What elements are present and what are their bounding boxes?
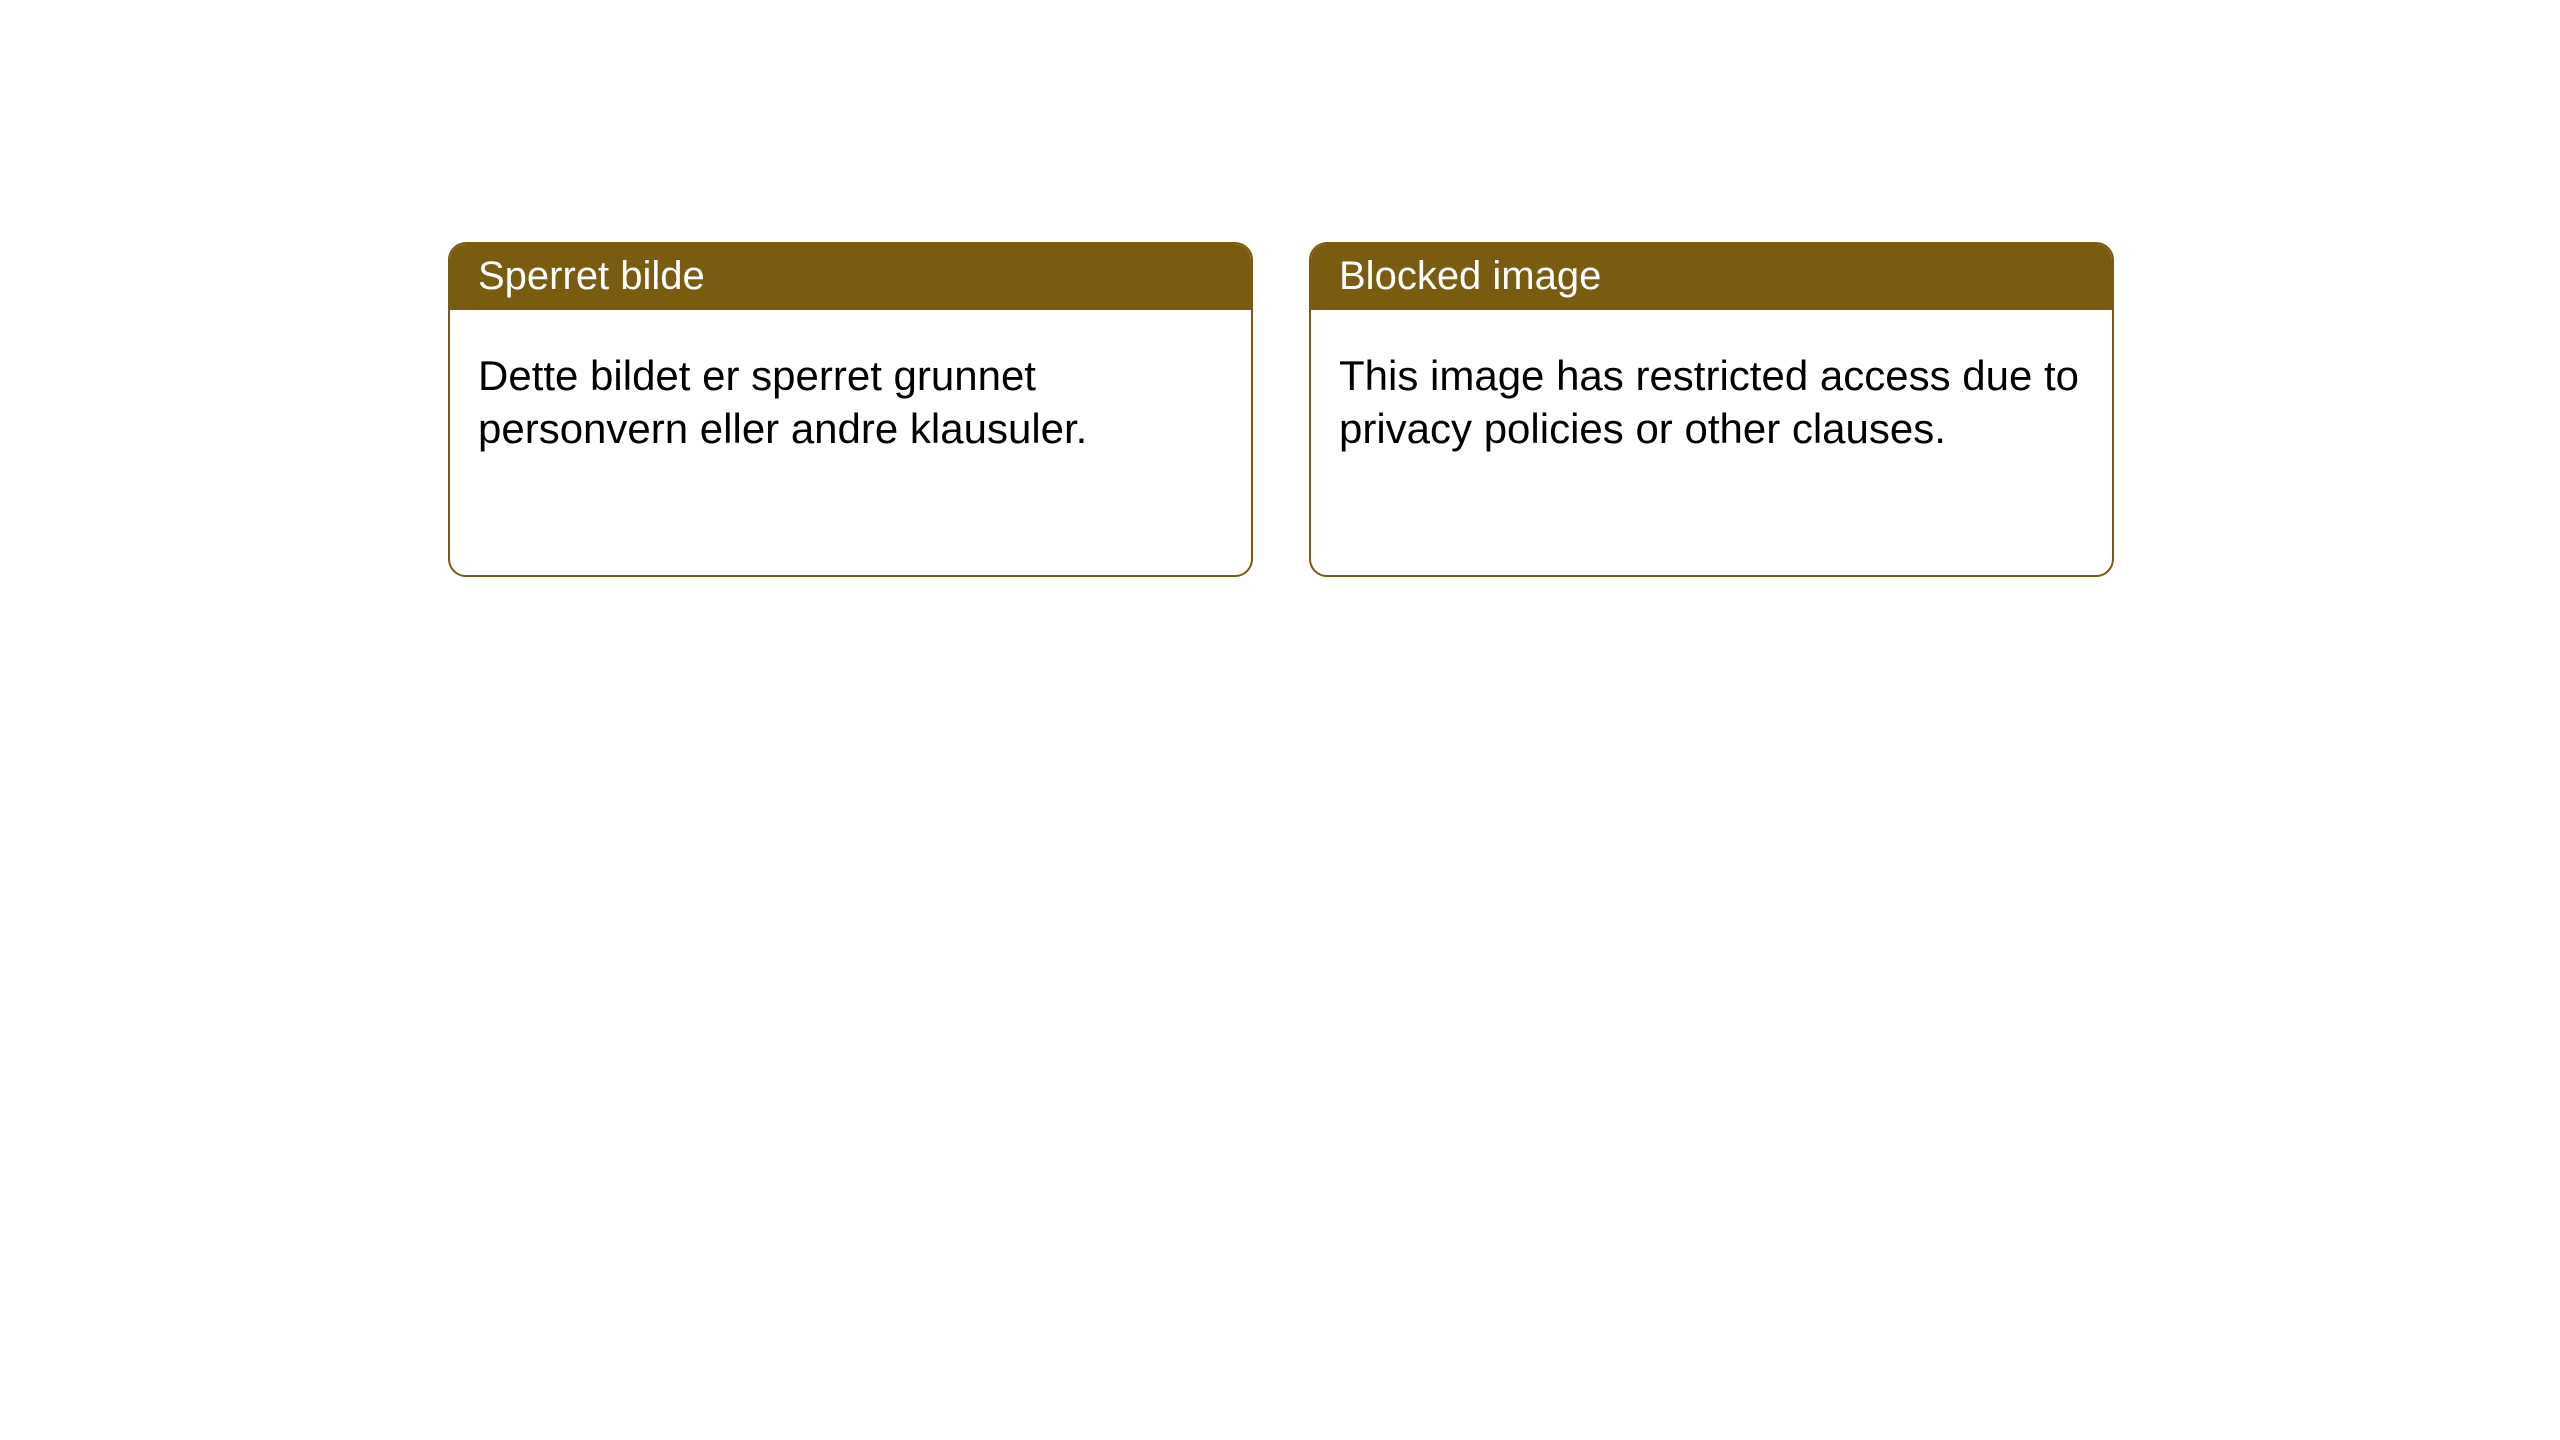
notice-card-english: Blocked image This image has restricted … [1309,242,2114,577]
notice-title: Sperret bilde [478,254,705,298]
notice-title: Blocked image [1339,254,1601,298]
notice-text: This image has restricted access due to … [1339,352,2079,452]
notice-header-norwegian: Sperret bilde [450,244,1251,310]
notice-card-norwegian: Sperret bilde Dette bildet er sperret gr… [448,242,1253,577]
notice-text: Dette bildet er sperret grunnet personve… [478,352,1087,452]
notice-body-norwegian: Dette bildet er sperret grunnet personve… [450,310,1251,475]
notice-container: Sperret bilde Dette bildet er sperret gr… [0,0,2560,577]
notice-body-english: This image has restricted access due to … [1311,310,2112,475]
notice-header-english: Blocked image [1311,244,2112,310]
